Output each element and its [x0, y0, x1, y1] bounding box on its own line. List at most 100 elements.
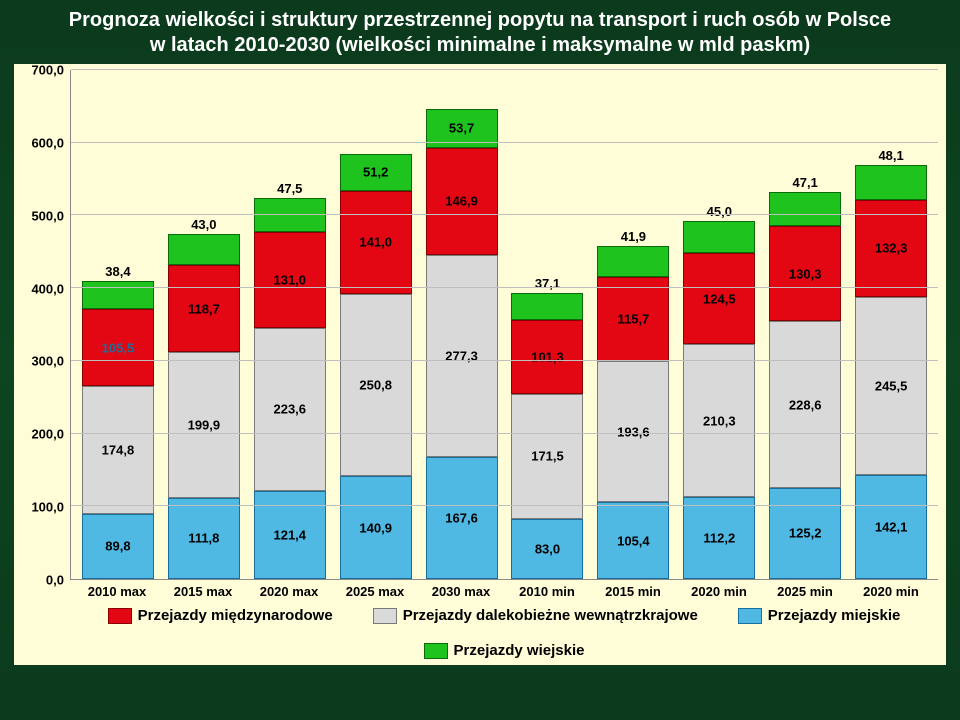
- title-line-1: Prognoza wielkości i struktury przestrze…: [20, 8, 940, 33]
- segment-label: 101,3: [531, 349, 564, 364]
- legend-label: Przejazdy międzynarodowe: [138, 607, 333, 624]
- bar: 125,2 228,6 130,3 47,1: [769, 192, 841, 579]
- bar-segment: 105,4: [597, 502, 669, 579]
- segment-label: 43,0: [191, 217, 216, 232]
- bar-segment: 146,9: [426, 148, 498, 255]
- segment-label: 125,2: [789, 526, 822, 541]
- segment-label: 142,1: [875, 520, 908, 535]
- bar-column: 105,4193,6115,741,9: [590, 246, 676, 579]
- bar-segment: 101,3: [511, 320, 583, 394]
- x-tick-label: 2020 max: [246, 584, 332, 599]
- bar-column: 83,0 171,5 101,3 37,1: [505, 293, 591, 579]
- legend-item: Przejazdy wiejskie: [424, 642, 585, 659]
- bar-segment: 125,2: [769, 488, 841, 579]
- segment-label: 131,0: [273, 272, 306, 287]
- legend-swatch: [738, 608, 762, 624]
- legend-item: Przejazdy międzynarodowe: [108, 607, 333, 624]
- bar-segment: 171,5: [511, 394, 583, 519]
- segment-label: 141,0: [359, 235, 392, 250]
- segment-label: 118,7: [188, 301, 220, 316]
- bar-segment: 210,3: [683, 344, 755, 497]
- bar-segment: 142,1: [855, 475, 927, 579]
- bar-segment: 51,2: [340, 154, 412, 191]
- y-tick-label: 100,0: [31, 500, 64, 515]
- bar-column: 167,6277,3146,953,7: [419, 109, 505, 579]
- bar-column: 112,2 210,3 124,5 45,0: [676, 221, 762, 579]
- segment-label: 277,3: [445, 348, 478, 363]
- bar-segment: 48,1: [855, 165, 927, 200]
- legend-label: Przejazdy wiejskie: [454, 642, 585, 659]
- bar-segment: 223,6: [254, 328, 326, 491]
- segment-label: 38,4: [105, 264, 130, 279]
- x-tick-label: 2015 max: [160, 584, 246, 599]
- x-tick-label: 2020 min: [676, 584, 762, 599]
- bar-segment: 83,0: [511, 519, 583, 579]
- segment-label: 37,1: [535, 276, 560, 291]
- segment-label: 174,8: [102, 442, 135, 457]
- segment-label: 130,3: [789, 266, 822, 281]
- y-tick-label: 300,0: [31, 354, 64, 369]
- y-tick-label: 500,0: [31, 208, 64, 223]
- bar-column: 89,8174,8105,538,4: [75, 281, 161, 579]
- segment-label: 47,1: [793, 175, 818, 190]
- bar: 167,6277,3146,953,7: [426, 109, 498, 579]
- bar-segment: 45,0: [683, 221, 755, 254]
- segment-label: 228,6: [789, 397, 822, 412]
- grid-line: [71, 505, 938, 506]
- segment-label: 47,5: [277, 181, 302, 196]
- segment-label: 121,4: [273, 527, 306, 542]
- segment-label: 140,9: [359, 520, 392, 535]
- x-tick-label: 2025 max: [332, 584, 418, 599]
- legend-label: Przejazdy dalekobieżne wewnątrzkrajowe: [403, 607, 698, 624]
- bar-segment: 250,8: [340, 294, 412, 477]
- bar: 111,8 199,9 118,7 43,0: [168, 234, 240, 579]
- bar-column: 142,1245,5132,348,1: [848, 165, 934, 579]
- segment-label: 210,3: [703, 413, 736, 428]
- grid-line: [71, 360, 938, 361]
- grid-line: [71, 214, 938, 215]
- y-axis: 0,0100,0200,0300,0400,0500,0600,0700,0: [22, 70, 70, 580]
- bar-segment: 199,9: [168, 352, 240, 498]
- bar-segment: 141,0: [340, 191, 412, 294]
- grid-line: [71, 142, 938, 143]
- bar-segment: 121,4: [254, 491, 326, 579]
- x-tick-label: 2010 max: [74, 584, 160, 599]
- bars-container: 89,8174,8105,538,4 111,8 199,9 118,7 43,0 121…: [71, 70, 938, 579]
- segment-label: 51,2: [363, 165, 388, 180]
- segment-label: 83,0: [535, 541, 560, 556]
- bar: 142,1245,5132,348,1: [855, 165, 927, 579]
- legend-swatch: [108, 608, 132, 624]
- bar: 83,0 171,5 101,3 37,1: [511, 293, 583, 579]
- grid-line: [71, 287, 938, 288]
- legend-item: Przejazdy dalekobieżne wewnątrzkrajowe: [373, 607, 698, 624]
- bar-column: 140,9 250,8 141,0 51,2: [333, 154, 419, 579]
- bar-segment: 47,1: [769, 192, 841, 226]
- y-tick-label: 0,0: [46, 573, 64, 588]
- bar-segment: 131,0: [254, 232, 326, 327]
- y-tick-label: 700,0: [31, 63, 64, 78]
- segment-label: 112,2: [703, 531, 735, 546]
- bar-segment: 130,3: [769, 226, 841, 321]
- bar-segment: 228,6: [769, 321, 841, 488]
- y-tick-label: 400,0: [31, 281, 64, 296]
- chart-container: 0,0100,0200,0300,0400,0500,0600,0700,0 8…: [14, 64, 946, 665]
- bar-segment: 37,1: [511, 293, 583, 320]
- segment-label: 124,5: [703, 291, 736, 306]
- x-axis: 2010 max2015 max2020 max2025 max2030 max…: [70, 580, 938, 599]
- grid-line: [71, 69, 938, 70]
- segment-label: 45,0: [707, 204, 732, 219]
- legend-swatch: [373, 608, 397, 624]
- segment-label: 105,4: [617, 533, 650, 548]
- bar-segment: 167,6: [426, 457, 498, 579]
- segment-label: 250,8: [359, 378, 392, 393]
- bar-segment: 118,7: [168, 265, 240, 351]
- segment-label: 167,6: [445, 510, 478, 525]
- chart-title: Prognoza wielkości i struktury przestrze…: [0, 0, 960, 64]
- bar-segment: 41,9: [597, 246, 669, 277]
- bar-segment: 43,0: [168, 234, 240, 265]
- segment-label: 111,8: [188, 531, 219, 546]
- y-tick-label: 200,0: [31, 427, 64, 442]
- legend-label: Przejazdy miejskie: [768, 607, 901, 624]
- bar: 140,9 250,8 141,0 51,2: [340, 154, 412, 579]
- bar-segment: 277,3: [426, 255, 498, 457]
